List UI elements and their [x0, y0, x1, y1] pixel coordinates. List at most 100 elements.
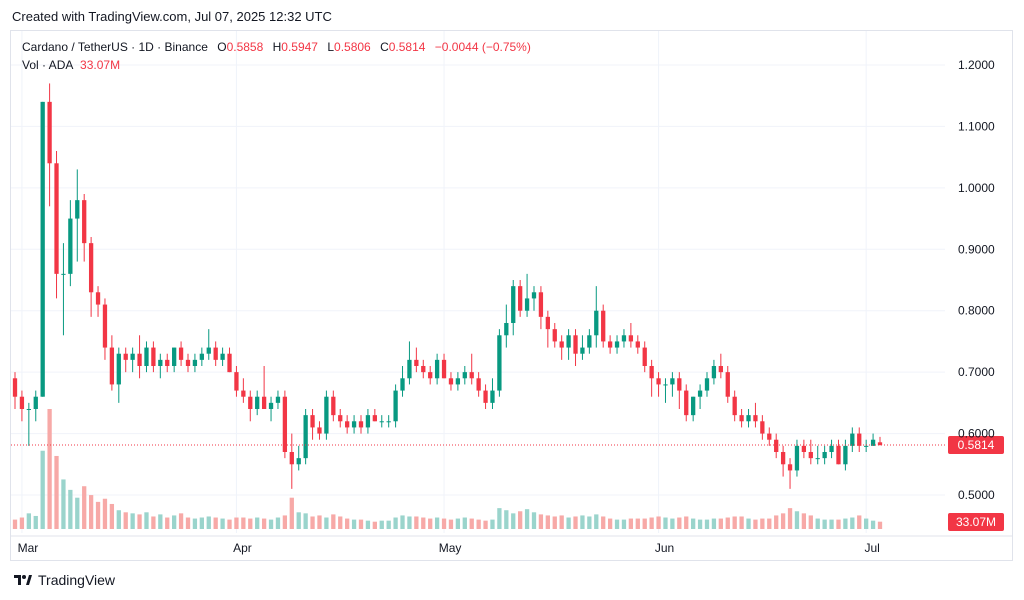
volume-bar	[801, 513, 807, 529]
volume-bar	[580, 515, 585, 529]
volume-bar	[614, 519, 620, 529]
volume-bar	[732, 516, 737, 529]
volume-bar	[192, 518, 198, 529]
time-axis[interactable]: Mar Apr May Jun Jul	[18, 541, 880, 555]
candle-body	[88, 243, 94, 293]
candle-body	[877, 442, 883, 445]
candle-body	[54, 163, 59, 274]
candle-body	[199, 353, 204, 360]
volume-legend: Vol · ADA 33.07M	[22, 58, 120, 72]
volume-bar	[628, 518, 634, 529]
volume-bar	[870, 520, 876, 529]
volume-bar	[324, 517, 329, 529]
x-tick-label: Jul	[864, 541, 879, 555]
candle-body	[428, 372, 433, 379]
candle-body	[670, 378, 675, 385]
candle-body	[47, 101, 52, 164]
candle-body	[365, 415, 371, 428]
candle-body	[780, 452, 786, 465]
volume-bar	[649, 517, 654, 529]
volume-bar	[787, 508, 793, 529]
candle-body	[607, 341, 613, 348]
candle-body	[718, 366, 723, 373]
volume-bar	[711, 518, 717, 529]
volume-bar	[289, 497, 294, 529]
volume-bar	[621, 519, 627, 529]
high-value: 0.5947	[281, 40, 318, 54]
candle-body	[836, 445, 841, 465]
volume-bar	[172, 515, 177, 529]
volume-bar	[725, 517, 730, 529]
volume-bar	[33, 515, 38, 529]
candle-body	[566, 335, 571, 348]
volume-bar	[144, 512, 149, 529]
candle-body	[82, 200, 87, 244]
candle-body	[317, 427, 322, 434]
volume-bar	[552, 516, 557, 529]
candle-body	[697, 390, 703, 397]
candle-body	[261, 396, 267, 409]
volume-bar	[213, 517, 218, 529]
volume-bar	[351, 519, 357, 529]
candle-body	[483, 390, 488, 403]
volume-bar	[234, 517, 239, 529]
candle-body	[808, 452, 813, 459]
volume-bar	[220, 518, 225, 529]
candle-body	[552, 329, 557, 342]
volume-bar	[635, 518, 640, 529]
candle-body	[192, 359, 198, 366]
candle-body	[455, 378, 461, 385]
volume-bar	[407, 516, 412, 529]
candle-body	[123, 353, 128, 360]
candle-body	[545, 316, 550, 330]
x-tick-label: Apr	[233, 541, 252, 555]
y-tick-label: 0.9000	[958, 242, 995, 256]
candle-body	[628, 335, 634, 342]
candle-body	[601, 310, 606, 342]
tradingview-footer[interactable]: TradingView	[12, 572, 115, 588]
volume-bar	[331, 514, 336, 529]
volume-bar	[282, 515, 288, 529]
volume-bar	[227, 519, 232, 529]
candle-body	[400, 378, 405, 391]
volume-bar	[739, 516, 744, 529]
volume-bar	[75, 497, 80, 529]
candle-body	[178, 347, 184, 360]
volume-bar	[400, 515, 405, 529]
candle-body	[282, 396, 288, 452]
last-price-label: 0.5814	[958, 438, 995, 452]
volume-bar	[483, 520, 488, 529]
footer-brand: TradingView	[38, 572, 116, 588]
candle-body	[746, 415, 751, 422]
volume-bar	[455, 518, 461, 529]
volume-bar	[808, 515, 813, 529]
candles	[12, 83, 883, 489]
candle-body	[524, 298, 530, 311]
ohlc-legend: Cardano / TetherUS · 1D · Binance O0.585…	[22, 40, 531, 54]
candle-body	[711, 366, 717, 379]
candle-body	[462, 372, 467, 379]
candle-body	[213, 347, 218, 360]
volume-label[interactable]: Vol · ADA	[22, 58, 73, 72]
volume-bar	[448, 519, 454, 529]
volume-bar	[829, 519, 834, 529]
candle-body	[753, 415, 758, 422]
volume-bar	[490, 519, 495, 529]
candle-body	[386, 421, 391, 423]
volume-bar	[109, 503, 115, 529]
volume-bar	[345, 518, 350, 529]
candle-body	[95, 292, 101, 305]
candle-body	[767, 433, 772, 440]
volume-bar	[697, 519, 703, 529]
candle-body	[116, 353, 121, 385]
price-axis[interactable]: 1.2000 1.1000 1.0000 0.9000 0.8000 0.7000 0.60…	[958, 58, 995, 502]
volume-bar	[642, 518, 647, 529]
candle-body	[794, 445, 800, 471]
y-tick-label: 0.6000	[958, 427, 995, 441]
volume-bar	[857, 515, 862, 529]
volume-bar	[538, 514, 544, 529]
volume-bar	[518, 511, 523, 529]
candle-body	[504, 323, 509, 336]
symbol-title[interactable]: Cardano / TetherUS · 1D · Binance	[22, 40, 208, 54]
